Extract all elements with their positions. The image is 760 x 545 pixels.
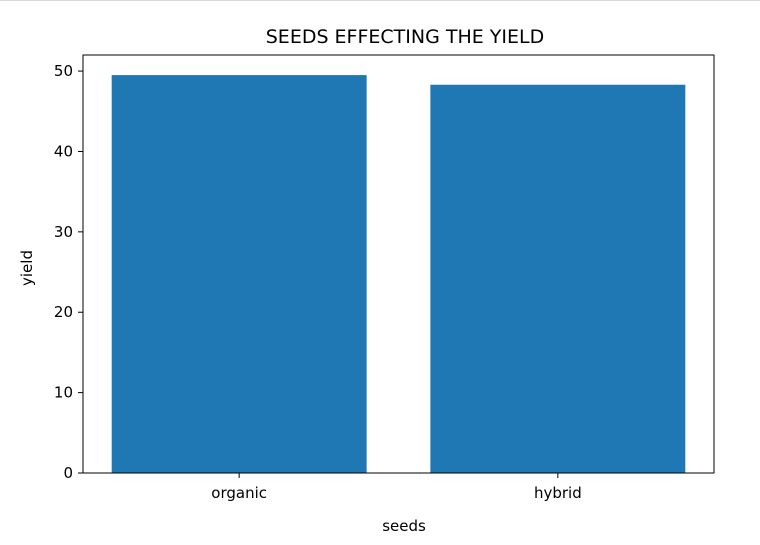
- y-axis-ticks: 0 10 20 30 40 50: [54, 62, 83, 482]
- y-tick-label: 30: [54, 223, 73, 241]
- x-axis-label: seeds: [382, 517, 426, 535]
- y-axis-label: yield: [18, 250, 36, 286]
- plot-area-frame: [82, 54, 715, 474]
- bars-group: [111, 75, 686, 473]
- y-tick-label: 50: [54, 62, 73, 80]
- y-tick-label: 20: [54, 303, 73, 321]
- x-axis-ticks: organic hybrid: [211, 473, 582, 502]
- x-tick-label: hybrid: [534, 484, 582, 502]
- y-tick-label: 40: [54, 142, 73, 160]
- window-top-border: [0, 0, 760, 1]
- chart-title: SEEDS EFFECTING THE YIELD: [266, 26, 545, 48]
- x-tick-label: organic: [211, 484, 267, 502]
- y-tick-label: 10: [54, 384, 73, 402]
- bar-organic: [111, 75, 367, 473]
- bar-hybrid: [430, 84, 686, 473]
- y-tick-label: 0: [63, 464, 73, 482]
